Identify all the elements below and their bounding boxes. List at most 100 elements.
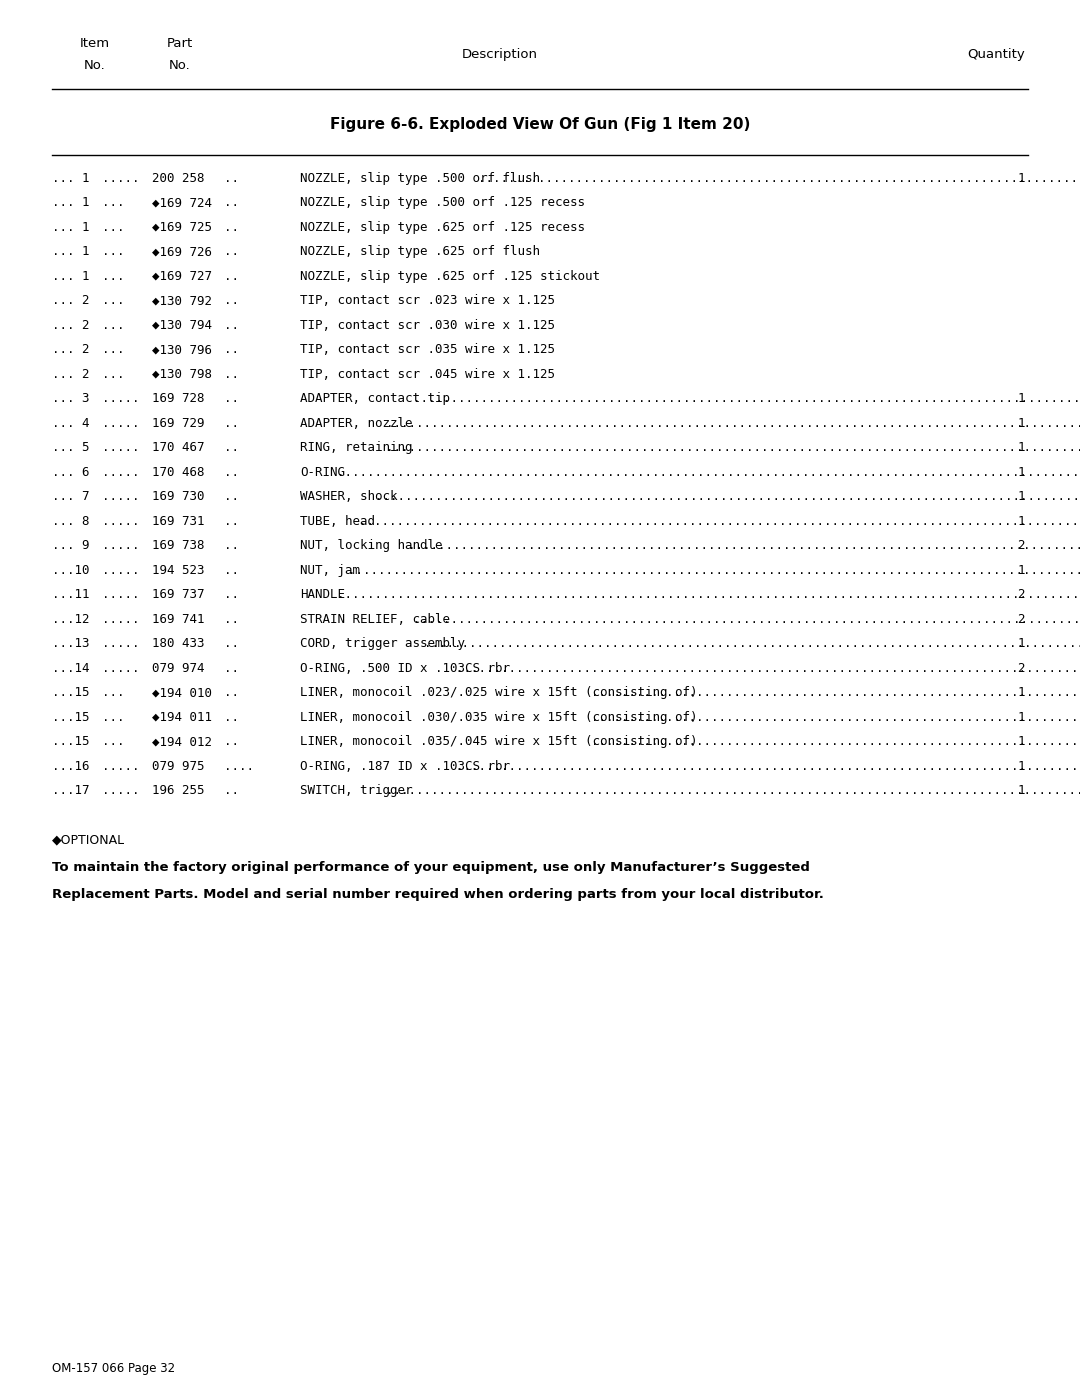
Text: ...10: ...10 xyxy=(52,563,90,577)
Text: SWITCH, trigger: SWITCH, trigger xyxy=(300,784,413,798)
Text: ...11: ...11 xyxy=(52,588,90,601)
Text: NUT, locking handle: NUT, locking handle xyxy=(300,539,443,552)
Text: 1: 1 xyxy=(1017,784,1025,798)
Text: ◆130 798: ◆130 798 xyxy=(152,367,212,380)
Text: ..: .. xyxy=(224,221,239,233)
Text: .....: ..... xyxy=(102,465,139,479)
Text: ................................................................................: ........................................… xyxy=(386,441,1080,454)
Text: ◆169 725: ◆169 725 xyxy=(152,221,212,233)
Text: ... 1: ... 1 xyxy=(52,196,90,210)
Text: ... 9: ... 9 xyxy=(52,539,90,552)
Text: ◆169 726: ◆169 726 xyxy=(152,244,212,258)
Text: .....: ..... xyxy=(102,563,139,577)
Text: NOZZLE, slip type .500 orf flush: NOZZLE, slip type .500 orf flush xyxy=(300,172,540,184)
Text: 169 729: 169 729 xyxy=(152,416,204,429)
Text: ◆OPTIONAL: ◆OPTIONAL xyxy=(52,833,125,847)
Text: 079 975: 079 975 xyxy=(152,760,204,773)
Text: No.: No. xyxy=(84,59,106,73)
Text: ... 7: ... 7 xyxy=(52,490,90,503)
Text: Replacement Parts. Model and serial number required when ordering parts from you: Replacement Parts. Model and serial numb… xyxy=(52,888,824,901)
Text: 1: 1 xyxy=(1017,711,1025,724)
Text: Description: Description xyxy=(462,47,538,61)
Text: ................................................................................: ........................................… xyxy=(423,637,1080,650)
Text: .....: ..... xyxy=(102,662,139,675)
Text: ...: ... xyxy=(102,221,124,233)
Text: TIP, contact scr .023 wire x 1.125: TIP, contact scr .023 wire x 1.125 xyxy=(300,293,555,307)
Text: ADAPTER, contact tip: ADAPTER, contact tip xyxy=(300,393,450,405)
Text: ................................................................................: ........................................… xyxy=(591,711,1080,724)
Text: LINER, monocoil .035/.045 wire x 15ft (consisting of): LINER, monocoil .035/.045 wire x 15ft (c… xyxy=(300,735,698,747)
Text: 170 467: 170 467 xyxy=(152,441,204,454)
Text: ..: .. xyxy=(224,393,239,405)
Text: .....: ..... xyxy=(102,514,139,528)
Text: ... 2: ... 2 xyxy=(52,319,90,331)
Text: To maintain the factory original performance of your equipment, use only Manufac: To maintain the factory original perform… xyxy=(52,861,810,875)
Text: ..: .. xyxy=(224,441,239,454)
Text: Part: Part xyxy=(167,36,193,50)
Text: 2: 2 xyxy=(1017,588,1025,601)
Text: .....: ..... xyxy=(102,393,139,405)
Text: 079 974: 079 974 xyxy=(152,662,204,675)
Text: Item: Item xyxy=(80,36,110,50)
Text: ....: .... xyxy=(224,760,254,773)
Text: 1: 1 xyxy=(1017,760,1025,773)
Text: HANDLE: HANDLE xyxy=(300,588,345,601)
Text: .....: ..... xyxy=(102,612,139,626)
Text: 2: 2 xyxy=(1017,662,1025,675)
Text: ◆130 792: ◆130 792 xyxy=(152,293,212,307)
Text: 1: 1 xyxy=(1017,563,1025,577)
Text: ..: .. xyxy=(224,686,239,698)
Text: ..: .. xyxy=(224,784,239,798)
Text: ..: .. xyxy=(224,244,239,258)
Text: ... 6: ... 6 xyxy=(52,465,90,479)
Text: LINER, monocoil .030/.035 wire x 15ft (consisting of): LINER, monocoil .030/.035 wire x 15ft (c… xyxy=(300,711,698,724)
Text: STRAIN RELIEF, cable: STRAIN RELIEF, cable xyxy=(300,612,450,626)
Text: ................................................................................: ........................................… xyxy=(591,735,1080,747)
Text: ...17: ...17 xyxy=(52,784,90,798)
Text: NOZZLE, slip type .625 orf flush: NOZZLE, slip type .625 orf flush xyxy=(300,244,540,258)
Text: ...13: ...13 xyxy=(52,637,90,650)
Text: ... 1: ... 1 xyxy=(52,221,90,233)
Text: 1: 1 xyxy=(1017,686,1025,698)
Text: ... 2: ... 2 xyxy=(52,344,90,356)
Text: 169 728: 169 728 xyxy=(152,393,204,405)
Text: ................................................................................: ........................................… xyxy=(591,686,1080,698)
Text: ..: .. xyxy=(224,735,239,747)
Text: ... 1: ... 1 xyxy=(52,244,90,258)
Text: Figure 6-6. Exploded View Of Gun (Fig 1 Item 20): Figure 6-6. Exploded View Of Gun (Fig 1 … xyxy=(329,117,751,131)
Text: WASHER, shock: WASHER, shock xyxy=(300,490,397,503)
Text: ADAPTER, nozzle: ADAPTER, nozzle xyxy=(300,416,413,429)
Text: ..: .. xyxy=(224,172,239,184)
Text: ..: .. xyxy=(224,563,239,577)
Text: ... 4: ... 4 xyxy=(52,416,90,429)
Text: ..: .. xyxy=(224,344,239,356)
Text: ..: .. xyxy=(224,416,239,429)
Text: ...15: ...15 xyxy=(52,735,90,747)
Text: 1: 1 xyxy=(1017,637,1025,650)
Text: O-RING, .187 ID x .103CS rbr: O-RING, .187 ID x .103CS rbr xyxy=(300,760,510,773)
Text: .....: ..... xyxy=(102,784,139,798)
Text: 180 433: 180 433 xyxy=(152,637,204,650)
Text: RING, retaining: RING, retaining xyxy=(300,441,413,454)
Text: ◆130 794: ◆130 794 xyxy=(152,319,212,331)
Text: ................................................................................: ........................................… xyxy=(359,514,1080,528)
Text: ... 3: ... 3 xyxy=(52,393,90,405)
Text: ...: ... xyxy=(102,270,124,282)
Text: 169 738: 169 738 xyxy=(152,539,204,552)
Text: ..: .. xyxy=(224,588,239,601)
Text: 169 731: 169 731 xyxy=(152,514,204,528)
Text: ... 1: ... 1 xyxy=(52,270,90,282)
Text: ................................................................................: ........................................… xyxy=(477,172,1080,184)
Text: 196 255: 196 255 xyxy=(152,784,204,798)
Text: TIP, contact scr .045 wire x 1.125: TIP, contact scr .045 wire x 1.125 xyxy=(300,367,555,380)
Text: ..: .. xyxy=(224,711,239,724)
Text: 1: 1 xyxy=(1017,172,1025,184)
Text: ..: .. xyxy=(224,637,239,650)
Text: ................................................................................: ........................................… xyxy=(337,588,1080,601)
Text: ..: .. xyxy=(224,539,239,552)
Text: ................................................................................: ........................................… xyxy=(456,760,1080,773)
Text: ... 8: ... 8 xyxy=(52,514,90,528)
Text: ..: .. xyxy=(224,293,239,307)
Text: 1: 1 xyxy=(1017,514,1025,528)
Text: 169 737: 169 737 xyxy=(152,588,204,601)
